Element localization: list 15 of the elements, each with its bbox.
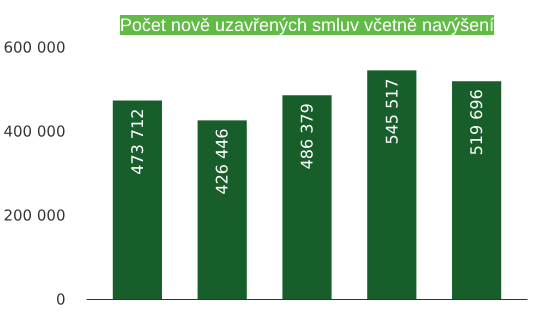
y-tick-label: 0 xyxy=(56,290,66,308)
bar xyxy=(112,100,162,300)
data-label: 545 517 xyxy=(382,78,402,145)
data-label: 426 446 xyxy=(212,128,232,195)
data-label: 519 696 xyxy=(467,89,486,156)
data-label: 486 379 xyxy=(298,103,316,170)
y-tick-label: 400 000 xyxy=(3,122,66,140)
bar xyxy=(282,95,332,300)
y-tick-label: 600 000 xyxy=(3,38,66,56)
y-tick-label: 200 000 xyxy=(3,206,66,224)
data-label: 473 712 xyxy=(128,108,147,175)
chart-title: Počet nově uzavřených smluv včetně navýšení xyxy=(120,15,494,35)
bar xyxy=(452,81,502,300)
bar xyxy=(198,120,247,300)
bar xyxy=(367,70,416,300)
